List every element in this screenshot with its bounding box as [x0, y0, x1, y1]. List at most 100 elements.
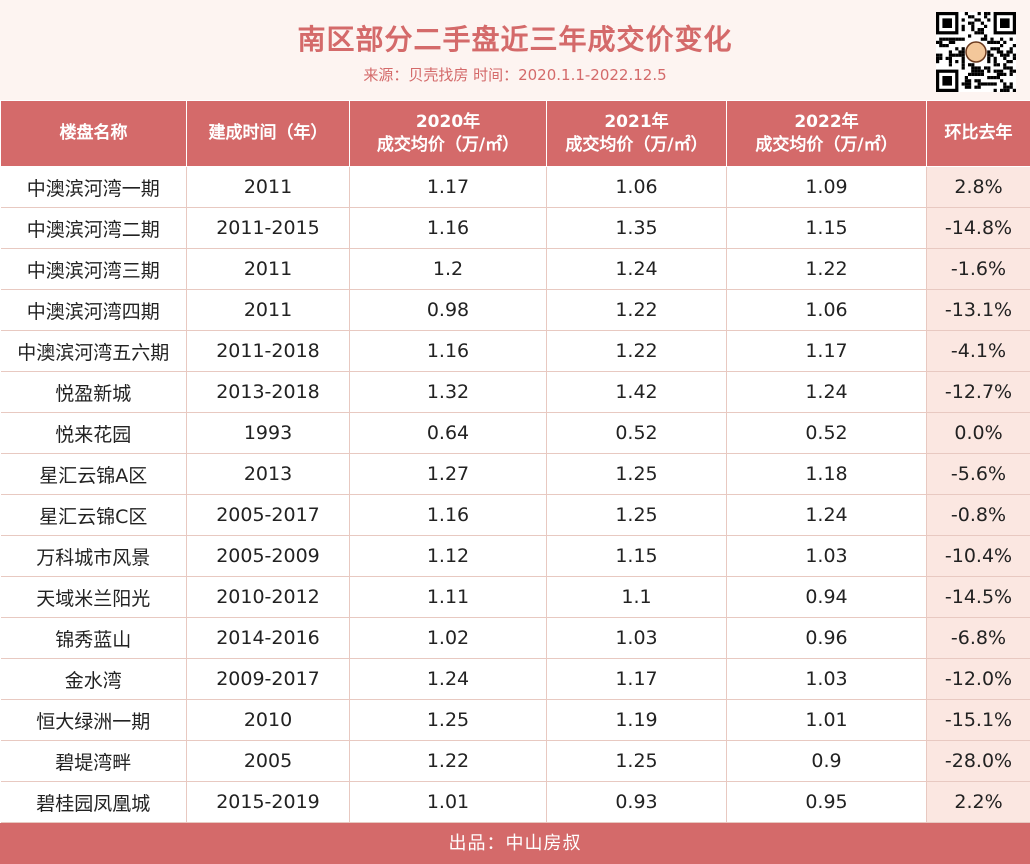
table-cell: 2005-2009 — [186, 535, 350, 577]
header: 南区部分二手盘近三年成交价变化 来源：贝壳找房 时间：2020.1.1-2022… — [0, 0, 1030, 100]
change-cell: -13.1% — [926, 289, 1030, 331]
change-cell: -1.6% — [926, 248, 1030, 290]
table-body: 中澳滨河湾一期 2011 1.17 1.06 1.09 2.8% 中澳滨河湾二期 2011-2… — [0, 166, 1030, 823]
table-row: 星汇云锦A区 2013 1.27 1.25 1.18 -5.6% — [0, 453, 1030, 495]
property-name-cell: 悦盈新城 — [0, 371, 187, 413]
table-cell: 2011-2018 — [186, 330, 350, 372]
table-row: 中澳滨河湾二期 2011-2015 1.16 1.35 1.15 -14.8% — [0, 207, 1030, 249]
table-row: 恒大绿洲一期 2010 1.25 1.19 1.01 -15.1% — [0, 699, 1030, 741]
table-cell: 2005-2017 — [186, 494, 350, 536]
table-row: 悦来花园 1993 0.64 0.52 0.52 0.0% — [0, 412, 1030, 454]
table-row: 中澳滨河湾四期 2011 0.98 1.22 1.06 -13.1% — [0, 289, 1030, 331]
table-cell: 1.25 — [546, 740, 727, 782]
table-row: 碧堤湾畔 2005 1.22 1.25 0.9 -28.0% — [0, 740, 1030, 782]
table-row: 锦秀蓝山 2014-2016 1.02 1.03 0.96 -6.8% — [0, 617, 1030, 659]
table-cell: 1.24 — [546, 248, 727, 290]
column-header-line: 2022年 — [794, 111, 859, 132]
change-cell: -0.8% — [926, 494, 1030, 536]
table-cell: 0.64 — [349, 412, 547, 454]
table-cell: 0.52 — [546, 412, 727, 454]
page-subtitle: 来源：贝壳找房 时间：2020.1.1-2022.12.5 — [363, 66, 667, 84]
table-cell: 1.03 — [546, 617, 727, 659]
column-header: 2021年 成交均价（万/㎡） — [546, 100, 727, 167]
property-name-cell: 恒大绿洲一期 — [0, 699, 187, 741]
change-cell: -4.1% — [926, 330, 1030, 372]
footer: 出品：中山房叔 — [0, 823, 1030, 864]
table-cell: 2011-2015 — [186, 207, 350, 249]
table-cell: 2009-2017 — [186, 658, 350, 700]
table-cell: 1.22 — [546, 330, 727, 372]
table-cell: 2015-2019 — [186, 781, 350, 823]
table-cell: 1.32 — [349, 371, 547, 413]
column-header: 环比去年 — [926, 100, 1030, 167]
column-header-line: 成交均价（万/㎡） — [376, 134, 520, 155]
table-cell: 1.03 — [726, 658, 927, 700]
qr-code-icon — [936, 12, 1016, 92]
table-cell: 1.17 — [349, 166, 547, 208]
table-cell: 1.01 — [349, 781, 547, 823]
table-cell: 1.16 — [349, 207, 547, 249]
table-cell: 0.96 — [726, 617, 927, 659]
table-cell: 0.9 — [726, 740, 927, 782]
table-cell: 1.22 — [349, 740, 547, 782]
change-cell: -14.8% — [926, 207, 1030, 249]
table-cell: 1.25 — [546, 494, 727, 536]
column-header-line: 楼盘名称 — [59, 123, 128, 144]
table-cell: 1.03 — [726, 535, 927, 577]
change-cell: -10.4% — [926, 535, 1030, 577]
property-name-cell: 碧堤湾畔 — [0, 740, 187, 782]
change-cell: -12.7% — [926, 371, 1030, 413]
table-cell: 1.12 — [349, 535, 547, 577]
table-row: 中澳滨河湾三期 2011 1.2 1.24 1.22 -1.6% — [0, 248, 1030, 290]
table-cell: 1.17 — [726, 330, 927, 372]
property-name-cell: 星汇云锦C区 — [0, 494, 187, 536]
change-cell: -15.1% — [926, 699, 1030, 741]
table-cell: 1.22 — [726, 248, 927, 290]
property-name-cell: 中澳滨河湾三期 — [0, 248, 187, 290]
column-header-line: 建成时间（年） — [208, 123, 328, 144]
table-cell: 1.17 — [546, 658, 727, 700]
table-row: 碧桂园凤凰城 2015-2019 1.01 0.93 0.95 2.2% — [0, 781, 1030, 823]
table-cell: 1.35 — [546, 207, 727, 249]
table-cell: 0.94 — [726, 576, 927, 618]
table-cell: 1.25 — [546, 453, 727, 495]
change-cell: -28.0% — [926, 740, 1030, 782]
property-name-cell: 星汇云锦A区 — [0, 453, 187, 495]
property-name-cell: 中澳滨河湾一期 — [0, 166, 187, 208]
table-cell: 0.52 — [726, 412, 927, 454]
table-row: 中澳滨河湾五六期 2011-2018 1.16 1.22 1.17 -4.1% — [0, 330, 1030, 372]
table-cell: 0.95 — [726, 781, 927, 823]
column-header-line: 2021年 — [604, 111, 669, 132]
table-cell: 0.98 — [349, 289, 547, 331]
table-row: 中澳滨河湾一期 2011 1.17 1.06 1.09 2.8% — [0, 166, 1030, 208]
table-cell: 1.24 — [349, 658, 547, 700]
table-row: 万科城市风景 2005-2009 1.12 1.15 1.03 -10.4% — [0, 535, 1030, 577]
table-cell: 1.06 — [726, 289, 927, 331]
table-cell: 1.06 — [546, 166, 727, 208]
table-cell: 0.93 — [546, 781, 727, 823]
table-cell: 1.11 — [349, 576, 547, 618]
table-cell: 2010-2012 — [186, 576, 350, 618]
change-cell: 2.2% — [926, 781, 1030, 823]
change-cell: -5.6% — [926, 453, 1030, 495]
table-cell: 2005 — [186, 740, 350, 782]
page-title: 南区部分二手盘近三年成交价变化 — [297, 23, 733, 56]
column-header-line: 2020年 — [415, 111, 481, 132]
table-cell: 2011 — [186, 166, 350, 208]
table-cell: 1.2 — [349, 248, 547, 290]
table-cell: 2011 — [186, 248, 350, 290]
table-cell: 1.1 — [546, 576, 727, 618]
column-header: 2022年 成交均价（万/㎡） — [726, 100, 927, 167]
change-cell: -6.8% — [926, 617, 1030, 659]
table-cell: 1.19 — [546, 699, 727, 741]
column-header-line: 成交均价（万/㎡） — [565, 134, 708, 155]
table-cell: 2011 — [186, 289, 350, 331]
table-cell: 2013-2018 — [186, 371, 350, 413]
table-cell: 1.16 — [349, 330, 547, 372]
table-row: 星汇云锦C区 2005-2017 1.16 1.25 1.24 -0.8% — [0, 494, 1030, 536]
change-cell: -12.0% — [926, 658, 1030, 700]
table-row: 悦盈新城 2013-2018 1.32 1.42 1.24 -12.7% — [0, 371, 1030, 413]
table-cell: 1.25 — [349, 699, 547, 741]
change-cell: 2.8% — [926, 166, 1030, 208]
column-header: 2020年 成交均价（万/㎡） — [349, 100, 547, 167]
